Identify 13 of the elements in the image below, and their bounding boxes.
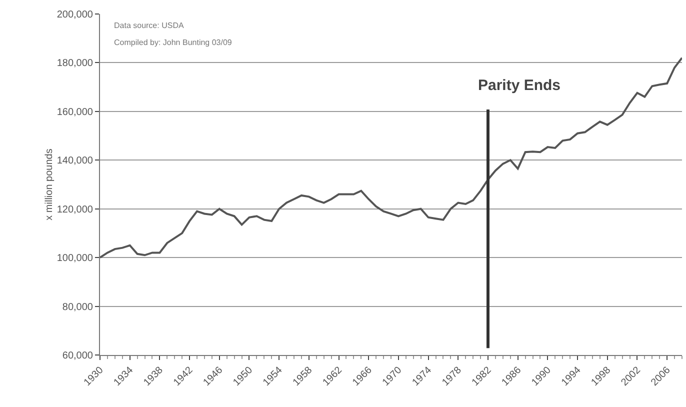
y-tick-label: 60,000 (62, 350, 94, 362)
annotation: Data source: USDA (114, 21, 184, 30)
annotation: Compiled by: John Bunting 03/09 (114, 38, 232, 47)
y-tick-label: 100,000 (56, 253, 94, 264)
y-tick-label: 120,000 (56, 204, 94, 216)
y-axis-title: x million pounds (44, 148, 55, 220)
line-series (100, 56, 682, 259)
y-tick-label: 200,000 (56, 10, 94, 20)
y-tick-label: 160,000 (56, 106, 94, 118)
y-tick-label: 180,000 (56, 58, 94, 70)
y-tick-label: 140,000 (56, 156, 94, 167)
ref-line-label: Parity Ends (478, 77, 561, 94)
y-tick-label: 80,000 (62, 302, 94, 313)
